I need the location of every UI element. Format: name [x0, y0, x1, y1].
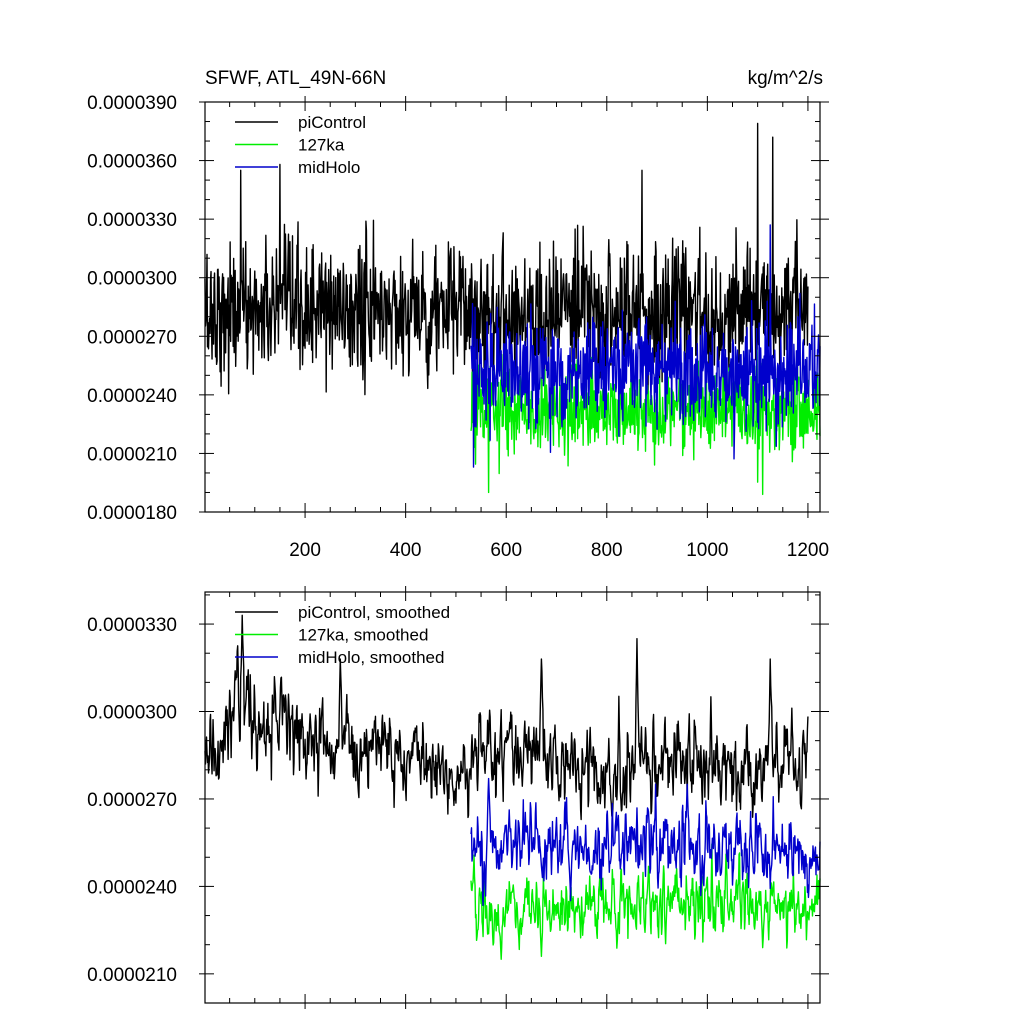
x-tick-label: 800	[591, 540, 623, 561]
x-tick-label: 600	[490, 540, 522, 561]
legend-label: midHolo	[298, 158, 360, 177]
series-line-midholo-smoothed	[470, 777, 821, 907]
plot-frame	[204, 101, 821, 513]
y-tick-label: 0.0000390	[87, 93, 177, 114]
y-tick-label: 0.0000270	[87, 790, 177, 811]
plot-frame	[204, 591, 821, 1004]
series-line-picontrol	[204, 122, 809, 396]
legend-label: 127ka	[298, 136, 345, 155]
legend: piControl 127ka midHolo	[235, 113, 366, 177]
y-tick-label: 0.0000210	[87, 965, 177, 986]
legend-label: piControl, smoothed	[298, 603, 450, 622]
series-line-127ka-smoothed	[470, 843, 821, 960]
y-tick-label: 0.0000240	[87, 386, 177, 407]
series-line-midholo	[470, 224, 821, 468]
top-panel: 200 400 600 800 1000 1200 0.0000180 0.0000210 0.…	[87, 93, 829, 561]
y-tick-label: 0.0000300	[87, 703, 177, 724]
y-tick-label: 0.0000330	[87, 615, 177, 636]
legend-label: piControl	[298, 113, 366, 132]
units-label: kg/m^2/s	[748, 68, 823, 89]
y-tick-label: 0.0000180	[87, 503, 177, 524]
x-tick-label: 200	[289, 540, 321, 561]
y-tick-label: 0.0000360	[87, 152, 177, 173]
y-tick-label: 0.0000210	[87, 444, 177, 465]
x-tick-label: 400	[390, 540, 422, 561]
y-tick-label: 0.0000330	[87, 210, 177, 231]
y-tick-label: 0.0000240	[87, 877, 177, 898]
legend-label: midHolo, smoothed	[298, 648, 444, 667]
y-tick-label: 0.0000270	[87, 327, 177, 348]
x-tick-label: 1000	[686, 540, 728, 561]
bottom-panel: 0.0000210 0.0000240 0.0000270 0.0000300 0.00…	[87, 586, 829, 1009]
chart-title: SFWF, ATL_49N-66N	[205, 68, 386, 89]
series-line-picontrol-smoothed	[204, 614, 809, 821]
legend-label: 127ka, smoothed	[298, 626, 428, 645]
legend: piControl, smoothed 127ka, smoothed midHol…	[235, 603, 450, 667]
y-tick-label: 0.0000300	[87, 269, 177, 290]
x-tick-label: 1200	[787, 540, 829, 561]
